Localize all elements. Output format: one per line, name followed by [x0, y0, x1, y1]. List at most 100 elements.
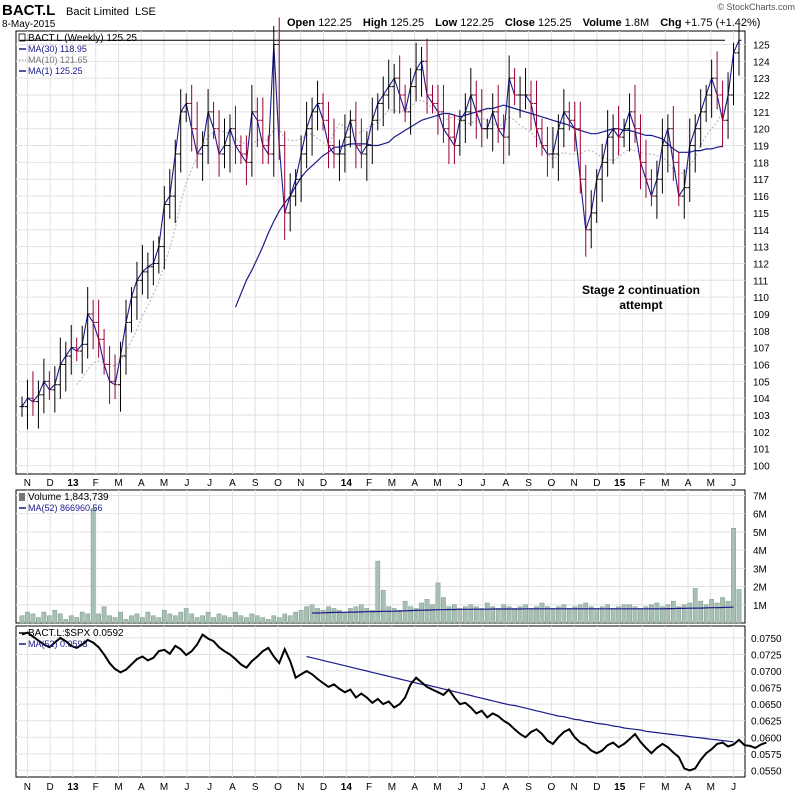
price-tick-label: 125 [753, 40, 770, 51]
ohlc-bar [238, 135, 244, 165]
company-label: Bacit Limited [66, 6, 129, 18]
volume-bar [298, 610, 304, 624]
ohlc-bar [287, 173, 293, 232]
watermark: © StockCharts.com [717, 2, 795, 12]
x-tick-label: O [547, 478, 555, 489]
volume-bar [41, 611, 47, 624]
x-tick-label: J [184, 782, 189, 793]
volume-bar [85, 613, 91, 624]
ohlc-bar [271, 25, 277, 177]
volume-bar [282, 613, 288, 624]
price-panel-title: BACT.L (Weekly) 125.25 [28, 33, 137, 44]
price-tick-label: 110 [753, 293, 769, 304]
volume-bar [534, 606, 539, 624]
volume-bar [610, 608, 616, 624]
volume-bar [523, 604, 528, 624]
volume-bar [337, 610, 342, 624]
ohlc-bar [358, 118, 364, 169]
volume-tick-label: 5M [753, 528, 767, 539]
volume-bar [506, 606, 512, 624]
ma30-line [234, 104, 723, 308]
x-tick-label: 15 [614, 478, 626, 489]
ohlc-bar [555, 114, 561, 181]
x-tick-label: A [229, 782, 236, 793]
x-tick-label: M [114, 478, 122, 489]
x-tick-label: M [388, 478, 396, 489]
ohlc-bar [451, 114, 457, 165]
x-tick-label: A [411, 782, 418, 793]
volume-bar [315, 608, 320, 624]
volume-bar [698, 600, 704, 624]
volume-bar [638, 608, 643, 624]
x-tick-label: N [297, 478, 304, 489]
ohlc-bar [282, 131, 288, 240]
ohlc-bar [397, 55, 403, 114]
x-tick-label: D [593, 782, 600, 793]
x-tick-label: A [685, 478, 692, 489]
ohlc-bar [446, 114, 452, 165]
x-tick-label: 13 [67, 782, 79, 793]
x-tick-label: N [571, 478, 578, 489]
ohlc-bar [101, 329, 107, 375]
volume-tick-label: 7M [753, 491, 767, 502]
x-tick-label: F [366, 478, 372, 489]
ohlc-bar [145, 252, 151, 299]
volume-bar [194, 617, 200, 624]
volume-bar [676, 606, 682, 624]
ohlc-bar [211, 101, 217, 139]
ohlc-bar [468, 68, 474, 127]
x-tick-label: F [93, 782, 99, 793]
ohlc-bar [659, 118, 665, 194]
volume-bar [670, 600, 676, 624]
panel-frame [15, 30, 746, 475]
ratio-tick-label: 0.0750 [751, 634, 782, 645]
ohlc-bar [621, 118, 627, 148]
x-tick-label: J [731, 478, 736, 489]
ohlc-bar [386, 59, 392, 110]
chart-icon [18, 33, 26, 42]
volume-bar [632, 606, 638, 624]
volume-bar [687, 602, 693, 624]
price-tick-label: 112 [753, 259, 769, 270]
x-tick-label: S [252, 478, 259, 489]
close-value: 125.25 [538, 17, 572, 29]
ohlc-bar [222, 118, 228, 169]
volume-value: 1.8M [625, 17, 649, 29]
volume-bar [265, 619, 271, 624]
x-tick-label: J [207, 782, 212, 793]
price-tick-label: 113 [753, 243, 769, 254]
x-tick-label: N [571, 782, 578, 793]
volume-bar [419, 602, 424, 624]
panel-frame [15, 489, 746, 624]
volume-bar [391, 608, 397, 624]
volume-bar [720, 597, 725, 624]
ratio-tick-label: 0.0675 [751, 684, 782, 695]
volume-bar [566, 608, 572, 624]
volume-bar [222, 615, 227, 624]
ohlc-bar [309, 97, 315, 156]
volume-bar [479, 608, 485, 624]
ohlc-bar [128, 287, 134, 333]
volume-icon [19, 493, 25, 501]
x-tick-label: F [366, 782, 372, 793]
price-tick-label: 117 [753, 175, 769, 186]
x-tick-label: M [433, 782, 441, 793]
x-tick-label: D [47, 478, 54, 489]
legend-entry: MA(30) 118.95 [28, 44, 87, 54]
ohlc-bar [52, 366, 58, 413]
ohlc-bar [243, 135, 249, 186]
x-tick-label: M [160, 782, 168, 793]
ohlc-bar [676, 152, 682, 207]
ratio-tick-label: 0.0600 [751, 733, 782, 744]
volume-bar [167, 613, 173, 624]
volume-bar [189, 613, 195, 624]
volume-bar [161, 610, 167, 624]
ohlc-bar [512, 68, 518, 106]
ohlc-bar [150, 240, 156, 286]
volume-bar [309, 604, 315, 624]
ohlc-bar [703, 84, 709, 122]
price-tick-label: 122 [753, 91, 770, 102]
x-tick-label: F [639, 782, 645, 793]
ohlc-bar [156, 236, 162, 274]
ohlc-bar [654, 160, 660, 219]
